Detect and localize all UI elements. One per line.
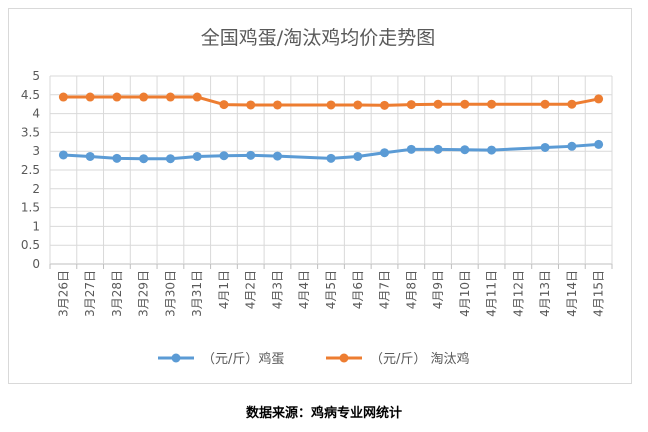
y-tick-label: 2 [32,182,40,196]
x-tick-label: 4月4日 [297,270,311,309]
y-tick-label: 0 [32,257,40,271]
y-tick-label: 3.5 [21,125,40,139]
x-tick-label: 4月1日 [217,270,231,309]
y-tick-label: 2.5 [21,163,40,177]
data-point [112,153,122,163]
data-point [58,150,68,160]
x-tick-label: 4月12日 [511,270,525,317]
y-tick-label: 1.5 [21,201,40,215]
data-point [326,153,336,163]
x-tick-label: 4月7日 [378,270,392,309]
data-point [192,92,202,102]
x-tick-label: 3月29日 [137,270,151,317]
x-tick-label: 4月15日 [592,270,606,317]
data-point [567,99,577,109]
y-tick-label: 3 [32,144,40,158]
legend-swatch-marker [171,353,181,363]
y-tick-label: 5 [32,69,40,83]
x-tick-label: 4月8日 [404,270,418,309]
data-point [487,99,497,109]
data-point [85,92,95,102]
data-point [219,151,229,161]
legend-swatch-marker [339,353,349,363]
chart-title: 全国鸡蛋/淘汰鸡均价走势图 [201,27,435,49]
data-point [460,99,470,109]
x-tick-label: 3月27日 [83,270,97,317]
x-tick-label: 4月13日 [538,270,552,317]
x-tick-label: 4月2日 [244,270,258,309]
data-point [165,92,175,102]
x-tick-label: 3月28日 [110,270,124,317]
legend-label: （元/斤）鸡蛋 [202,351,284,367]
data-point [272,151,282,161]
data-point [540,99,550,109]
source-caption: 数据来源：鸡病专业网统计 [245,406,402,421]
data-point [192,151,202,161]
data-point [112,92,122,102]
data-point [246,150,256,160]
data-point [380,100,390,110]
x-tick-label: 3月30日 [163,270,177,317]
x-tick-label: 4月9日 [431,270,445,309]
data-point [433,99,443,109]
data-point [272,100,282,110]
legend-label: （元/斤） 淘汰鸡 [370,351,470,367]
y-tick-label: 1 [32,219,40,233]
data-point [353,151,363,161]
data-point [540,142,550,152]
data-point [85,151,95,161]
data-point [139,154,149,164]
y-tick-label: 4.5 [21,88,40,102]
data-point [406,144,416,154]
data-point [433,144,443,154]
x-tick-label: 4月3日 [270,270,284,309]
x-tick-label: 4月5日 [324,270,338,309]
data-point [219,100,229,110]
x-tick-label: 4月11日 [485,270,499,317]
x-tick-label: 3月31日 [190,270,204,317]
data-point [594,139,604,149]
x-tick-label: 4月14日 [565,270,579,317]
data-point [326,100,336,110]
x-tick-label: 4月6日 [351,270,365,309]
data-point [380,148,390,158]
data-point [487,145,497,155]
data-point [165,154,175,164]
data-point [58,92,68,102]
data-point [594,94,604,104]
data-point [353,100,363,110]
data-point [139,92,149,102]
chart-frame [8,8,632,384]
data-point [460,145,470,155]
data-point [406,100,416,110]
x-tick-label: 4月10日 [458,270,472,317]
x-tick-label: 3月26日 [56,270,70,317]
y-tick-label: 0.5 [21,238,40,252]
y-tick-label: 4 [32,107,40,121]
data-point [567,141,577,151]
data-point [246,100,256,110]
